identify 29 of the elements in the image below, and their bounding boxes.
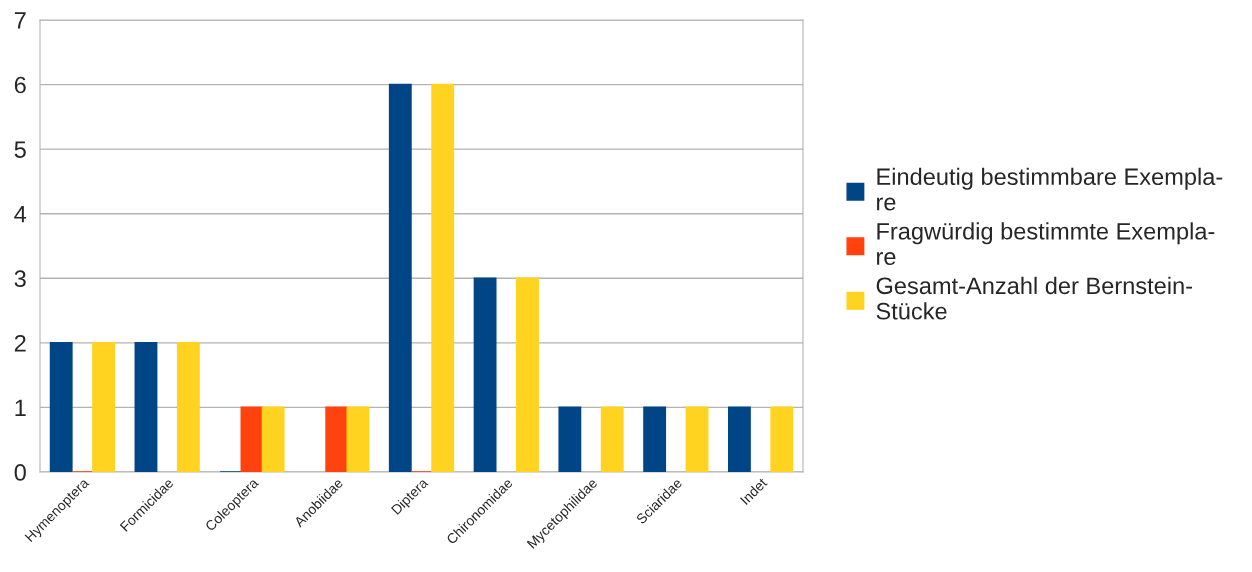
bar bbox=[516, 277, 539, 472]
legend-label: Fragwürdig bestimmte Exempla- re bbox=[877, 222, 1215, 266]
bar bbox=[388, 83, 412, 472]
bar bbox=[325, 406, 349, 472]
bar bbox=[770, 406, 794, 472]
y-tick-label: 5 bbox=[14, 141, 26, 158]
bar bbox=[685, 406, 709, 472]
bar bbox=[558, 406, 582, 472]
y-tick-label: 6 bbox=[14, 76, 26, 94]
y-tick-label: 2 bbox=[14, 334, 26, 352]
bar bbox=[346, 406, 370, 472]
bar bbox=[134, 342, 158, 472]
y-tick-label: 0 bbox=[14, 464, 26, 481]
y-tick-label: 1 bbox=[15, 399, 26, 416]
bar bbox=[431, 83, 455, 472]
bar bbox=[176, 342, 200, 472]
bar bbox=[49, 342, 73, 472]
bar bbox=[92, 342, 116, 472]
bar bbox=[240, 406, 264, 472]
bar bbox=[473, 277, 497, 472]
bar bbox=[727, 406, 751, 472]
y-tick-label: 4 bbox=[14, 206, 27, 223]
bar bbox=[261, 406, 285, 472]
bar bbox=[600, 406, 624, 472]
bar bbox=[643, 406, 667, 472]
y-tick-label: 3 bbox=[14, 270, 26, 288]
legend-label: Eindeutig bestimmbare Exempla- re bbox=[877, 167, 1223, 211]
y-tick-label: 7 bbox=[14, 12, 26, 29]
legend-label: Gesamt-Anzahl der Bernstein- Stücke bbox=[876, 276, 1192, 320]
